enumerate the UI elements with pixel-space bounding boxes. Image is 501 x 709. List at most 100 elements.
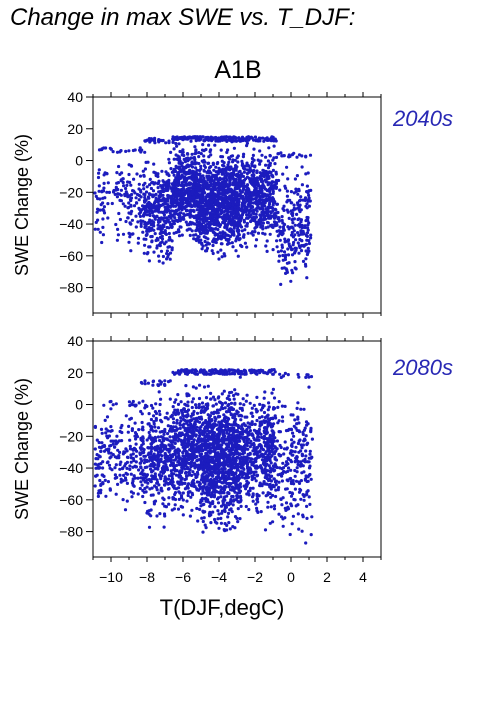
data-point	[306, 171, 310, 175]
data-point	[231, 503, 235, 507]
data-point	[154, 402, 158, 406]
x-tick-label: 2	[323, 569, 331, 585]
data-point	[142, 476, 146, 480]
data-point	[155, 236, 159, 240]
data-point	[191, 172, 195, 176]
data-point	[239, 225, 244, 229]
data-point	[115, 181, 119, 185]
data-point	[236, 181, 240, 185]
data-point	[164, 141, 168, 145]
data-point	[196, 235, 200, 239]
data-point	[129, 212, 133, 216]
data-point	[140, 412, 144, 416]
data-point	[205, 246, 209, 250]
data-point	[126, 205, 131, 210]
data-point	[224, 446, 228, 450]
data-point	[184, 183, 189, 187]
data-point	[250, 173, 254, 177]
data-point	[213, 517, 217, 522]
data-point	[156, 446, 161, 450]
data-point	[109, 429, 113, 433]
y-axis-label: SWE Change (%)	[12, 378, 32, 520]
data-point	[218, 408, 222, 412]
data-point	[266, 166, 271, 170]
data-point	[215, 211, 219, 216]
data-point	[293, 251, 297, 255]
data-point	[143, 480, 147, 484]
data-point	[164, 232, 168, 236]
data-point	[124, 149, 128, 153]
data-point	[179, 400, 183, 404]
data-point	[305, 238, 309, 242]
data-point	[271, 206, 275, 210]
data-point	[255, 176, 259, 180]
data-point	[171, 370, 175, 374]
data-point	[178, 482, 182, 486]
data-point	[303, 262, 308, 266]
data-point	[258, 217, 262, 221]
data-point	[199, 175, 203, 179]
data-point	[174, 398, 178, 402]
data-point	[128, 438, 132, 442]
data-point	[114, 463, 118, 467]
data-point	[154, 439, 158, 443]
data-point	[186, 434, 190, 438]
data-point	[103, 196, 107, 200]
data-point	[307, 204, 311, 208]
data-point	[96, 175, 101, 180]
data-point	[225, 178, 229, 182]
data-point	[207, 185, 211, 189]
data-point	[157, 473, 161, 477]
data-point	[214, 139, 218, 143]
data-point	[202, 178, 206, 182]
data-point	[181, 192, 185, 196]
x-tick-label: −8	[139, 569, 155, 585]
data-point	[240, 229, 244, 233]
data-point	[277, 254, 282, 258]
data-point	[115, 434, 119, 438]
data-point	[267, 138, 271, 142]
data-point	[150, 437, 154, 441]
data-point	[268, 216, 273, 220]
data-point	[223, 235, 227, 240]
data-point	[233, 402, 237, 406]
data-point	[127, 163, 131, 167]
data-point	[243, 241, 247, 245]
data-point	[304, 172, 308, 176]
data-point	[107, 463, 112, 467]
data-point	[123, 464, 127, 468]
data-point	[188, 423, 192, 427]
data-point	[173, 503, 177, 507]
data-point	[278, 225, 282, 229]
data-point	[245, 221, 249, 226]
data-point	[238, 402, 242, 406]
data-point	[162, 197, 166, 201]
data-point	[196, 467, 201, 471]
data-point	[173, 201, 177, 205]
data-point	[236, 520, 240, 524]
data-point	[205, 199, 209, 203]
data-point	[286, 177, 290, 181]
data-point	[163, 382, 167, 387]
data-point	[185, 485, 189, 489]
data-point	[101, 466, 105, 470]
data-point	[172, 445, 176, 449]
data-point	[210, 228, 214, 232]
data-point	[223, 213, 227, 217]
data-point	[156, 426, 161, 430]
data-point	[219, 495, 223, 499]
data-point	[146, 446, 150, 450]
data-point	[137, 206, 141, 210]
data-point	[155, 209, 159, 213]
data-point	[240, 159, 244, 163]
data-point	[101, 201, 105, 205]
data-point	[201, 231, 205, 235]
data-point	[155, 514, 159, 518]
data-point	[237, 491, 241, 495]
data-point	[155, 244, 159, 248]
data-point	[118, 150, 122, 154]
data-point	[296, 223, 300, 227]
data-point	[192, 484, 196, 488]
data-point	[248, 204, 252, 208]
data-point	[197, 402, 201, 406]
